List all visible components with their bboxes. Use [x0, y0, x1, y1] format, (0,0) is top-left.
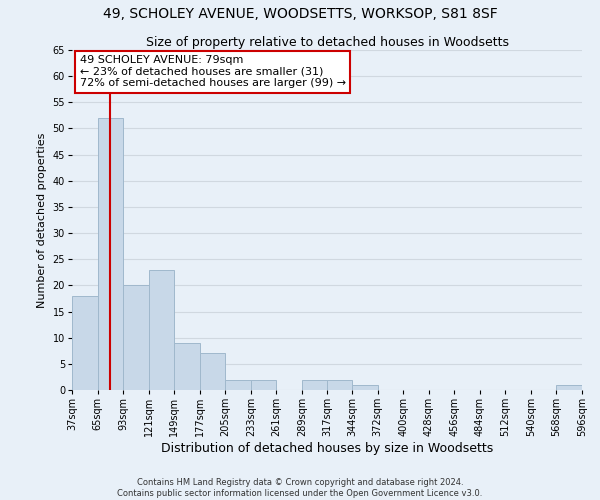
Bar — [251, 380, 277, 390]
Bar — [149, 270, 174, 390]
Bar — [352, 385, 377, 390]
Bar — [200, 354, 225, 390]
Bar — [72, 296, 98, 390]
Bar — [328, 380, 352, 390]
Text: 49 SCHOLEY AVENUE: 79sqm
← 23% of detached houses are smaller (31)
72% of semi-d: 49 SCHOLEY AVENUE: 79sqm ← 23% of detach… — [80, 55, 346, 88]
X-axis label: Distribution of detached houses by size in Woodsetts: Distribution of detached houses by size … — [161, 442, 493, 455]
Title: Size of property relative to detached houses in Woodsetts: Size of property relative to detached ho… — [146, 36, 509, 49]
Bar — [98, 118, 123, 390]
Y-axis label: Number of detached properties: Number of detached properties — [37, 132, 47, 308]
Bar — [174, 343, 200, 390]
Bar — [302, 380, 328, 390]
Bar — [556, 385, 582, 390]
Text: 49, SCHOLEY AVENUE, WOODSETTS, WORKSOP, S81 8SF: 49, SCHOLEY AVENUE, WOODSETTS, WORKSOP, … — [103, 8, 497, 22]
Text: Contains HM Land Registry data © Crown copyright and database right 2024.
Contai: Contains HM Land Registry data © Crown c… — [118, 478, 482, 498]
Bar — [225, 380, 251, 390]
Bar — [123, 286, 149, 390]
